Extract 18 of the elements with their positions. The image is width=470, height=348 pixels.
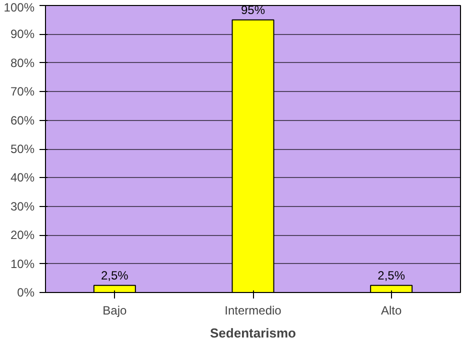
y-tick-label: 10% (10, 256, 35, 271)
data-label: 2,5% (100, 268, 129, 282)
y-tick-label: 70% (10, 84, 35, 99)
y-tick-label: 50% (10, 142, 35, 156)
y-tick-label: 80% (10, 56, 35, 70)
y-tick-label: 60% (10, 113, 35, 128)
x-axis-title: Sedentarismo (210, 326, 296, 340)
y-tick-label: 30% (10, 199, 35, 214)
y-tick-label: 0% (17, 286, 35, 300)
y-tick-label: 100% (4, 0, 35, 14)
y-tick-label: 20% (10, 228, 35, 242)
data-label: 2,5% (378, 268, 406, 282)
x-tick-label: Alto (380, 304, 402, 318)
data-label: 95% (240, 2, 266, 17)
x-tick-label: Intermedio (224, 304, 282, 318)
x-tick-label: Bajo (102, 304, 127, 318)
y-tick-label: 40% (10, 170, 35, 185)
y-tick-label: 90% (10, 27, 35, 42)
